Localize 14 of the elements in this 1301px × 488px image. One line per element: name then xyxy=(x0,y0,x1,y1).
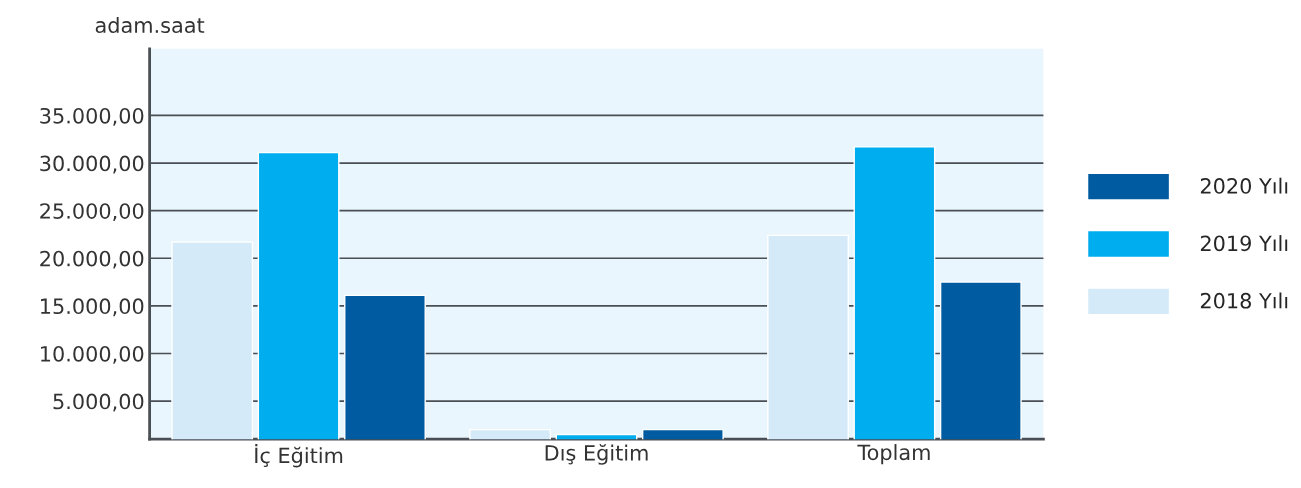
y-tick-label: 5.000,00 xyxy=(53,393,144,412)
y-tick-label: 35.000,00 xyxy=(40,107,144,126)
x-tick-label: İç Eğitim xyxy=(255,444,343,468)
y-tick-label: 15.000,00 xyxy=(41,298,144,317)
legend-label: 2019 Yılı xyxy=(1200,235,1288,252)
y-tick-label: 25.000,00 xyxy=(40,203,144,222)
y-tick-label: 30.000,00 xyxy=(40,155,144,174)
x-tick-label: Dış Eğitim xyxy=(545,444,648,465)
legend-label: 2018 Yılı xyxy=(1200,292,1288,309)
legend-label: 2020 Yılı xyxy=(1200,177,1288,194)
y-tick-label: 10.000,00 xyxy=(41,345,144,364)
y-tick-label: 20.000,00 xyxy=(40,250,144,269)
x-tick-label: Toplam xyxy=(857,444,930,465)
y-axis-title: adam.saat xyxy=(95,16,205,34)
